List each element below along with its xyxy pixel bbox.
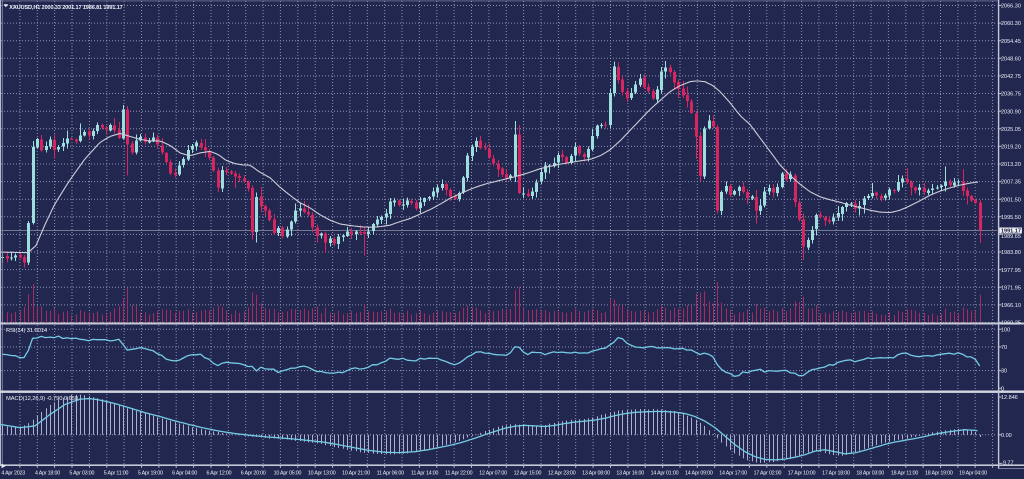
svg-text:10 Apr 21:00: 10 Apr 21:00	[342, 471, 370, 477]
svg-text:17 Apr 02:00: 17 Apr 02:00	[754, 471, 782, 477]
svg-text:10 Apr 05:00: 10 Apr 05:00	[274, 471, 302, 477]
svg-text:10 Apr 13:00: 10 Apr 13:00	[308, 471, 336, 477]
svg-text:XAUUSD,H1 2000.33 2001.17 198: XAUUSD,H1 2000.33 2001.17 1986.81 1991.1…	[9, 5, 122, 11]
svg-text:0.00: 0.00	[1001, 433, 1012, 439]
svg-text:RSI(14) 31.6014: RSI(14) 31.6014	[6, 328, 48, 334]
svg-text:0: 0	[1001, 386, 1004, 392]
svg-text:1989.65: 1989.65	[1001, 234, 1021, 240]
svg-text:1995.50: 1995.50	[1001, 215, 1021, 221]
svg-text:2013.20: 2013.20	[1001, 162, 1021, 168]
svg-text:4 Apr 2023: 4 Apr 2023	[1, 471, 25, 477]
svg-text:14 Apr 09:00: 14 Apr 09:00	[685, 471, 713, 477]
svg-text:12 Apr 23:00: 12 Apr 23:00	[548, 471, 576, 477]
svg-text:2060.30: 2060.30	[1001, 21, 1021, 27]
svg-text:11 Apr 06:00: 11 Apr 06:00	[377, 471, 405, 477]
svg-text:18 Apr 03:00: 18 Apr 03:00	[856, 471, 884, 477]
svg-text:14 Apr 01:00: 14 Apr 01:00	[651, 471, 679, 477]
svg-text:100: 100	[1001, 327, 1010, 333]
svg-text:2066.30: 2066.30	[1001, 4, 1021, 10]
svg-text:18 Apr 11:00: 18 Apr 11:00	[891, 471, 919, 477]
svg-text:2030.90: 2030.90	[1001, 109, 1021, 115]
svg-text:70: 70	[1001, 345, 1007, 351]
svg-text:5 Apr 03:00: 5 Apr 03:00	[69, 471, 94, 477]
svg-text:2042.75: 2042.75	[1001, 74, 1021, 80]
svg-text:6 Apr 20:00: 6 Apr 20:00	[241, 471, 266, 477]
svg-text:12.846: 12.846	[1001, 395, 1018, 401]
svg-text:30: 30	[1001, 369, 1007, 375]
svg-text:1983.80: 1983.80	[1001, 250, 1021, 256]
svg-text:2025.05: 2025.05	[1001, 127, 1021, 133]
svg-text:5 Apr 11:00: 5 Apr 11:00	[104, 471, 129, 477]
svg-text:-9.77: -9.77	[1001, 460, 1014, 466]
svg-text:11 Apr 14:00: 11 Apr 14:00	[411, 471, 439, 477]
svg-text:12 Apr 15:00: 12 Apr 15:00	[514, 471, 542, 477]
svg-text:19 Apr 04:00: 19 Apr 04:00	[959, 471, 987, 477]
svg-text:2007.35: 2007.35	[1001, 180, 1021, 186]
svg-text:6 Apr 12:00: 6 Apr 12:00	[206, 471, 231, 477]
svg-text:1977.95: 1977.95	[1001, 268, 1021, 274]
svg-text:12 Apr 07:00: 12 Apr 07:00	[479, 471, 507, 477]
svg-text:11 Apr 22:00: 11 Apr 22:00	[445, 471, 473, 477]
svg-text:1966.10: 1966.10	[1001, 303, 1021, 309]
svg-text:2048.60: 2048.60	[1001, 56, 1021, 62]
svg-text:1971.95: 1971.95	[1001, 285, 1021, 291]
svg-text:17 Apr 10:00: 17 Apr 10:00	[788, 471, 816, 477]
svg-text:5 Apr 19:00: 5 Apr 19:00	[138, 471, 163, 477]
svg-text:1960.25: 1960.25	[1001, 321, 1021, 327]
svg-text:6 Apr 04:00: 6 Apr 04:00	[172, 471, 197, 477]
svg-text:MACD(12,26,9) -0.790 0.650: MACD(12,26,9) -0.790 0.650	[6, 396, 78, 402]
svg-text:14 Apr 17:00: 14 Apr 17:00	[719, 471, 747, 477]
svg-text:2019.20: 2019.20	[1001, 145, 1021, 151]
svg-text:18 Apr 19:00: 18 Apr 19:00	[925, 471, 953, 477]
svg-text:4 Apr 18:00: 4 Apr 18:00	[35, 471, 60, 477]
svg-text:2054.45: 2054.45	[1001, 39, 1021, 45]
svg-text:1991.17: 1991.17	[1001, 228, 1021, 234]
svg-text:2001.50: 2001.50	[1001, 197, 1021, 203]
svg-text:17 Apr 18:00: 17 Apr 18:00	[822, 471, 850, 477]
svg-text:13 Apr 16:00: 13 Apr 16:00	[616, 471, 644, 477]
svg-text:2036.75: 2036.75	[1001, 92, 1021, 98]
svg-text:13 Apr 08:00: 13 Apr 08:00	[582, 471, 610, 477]
